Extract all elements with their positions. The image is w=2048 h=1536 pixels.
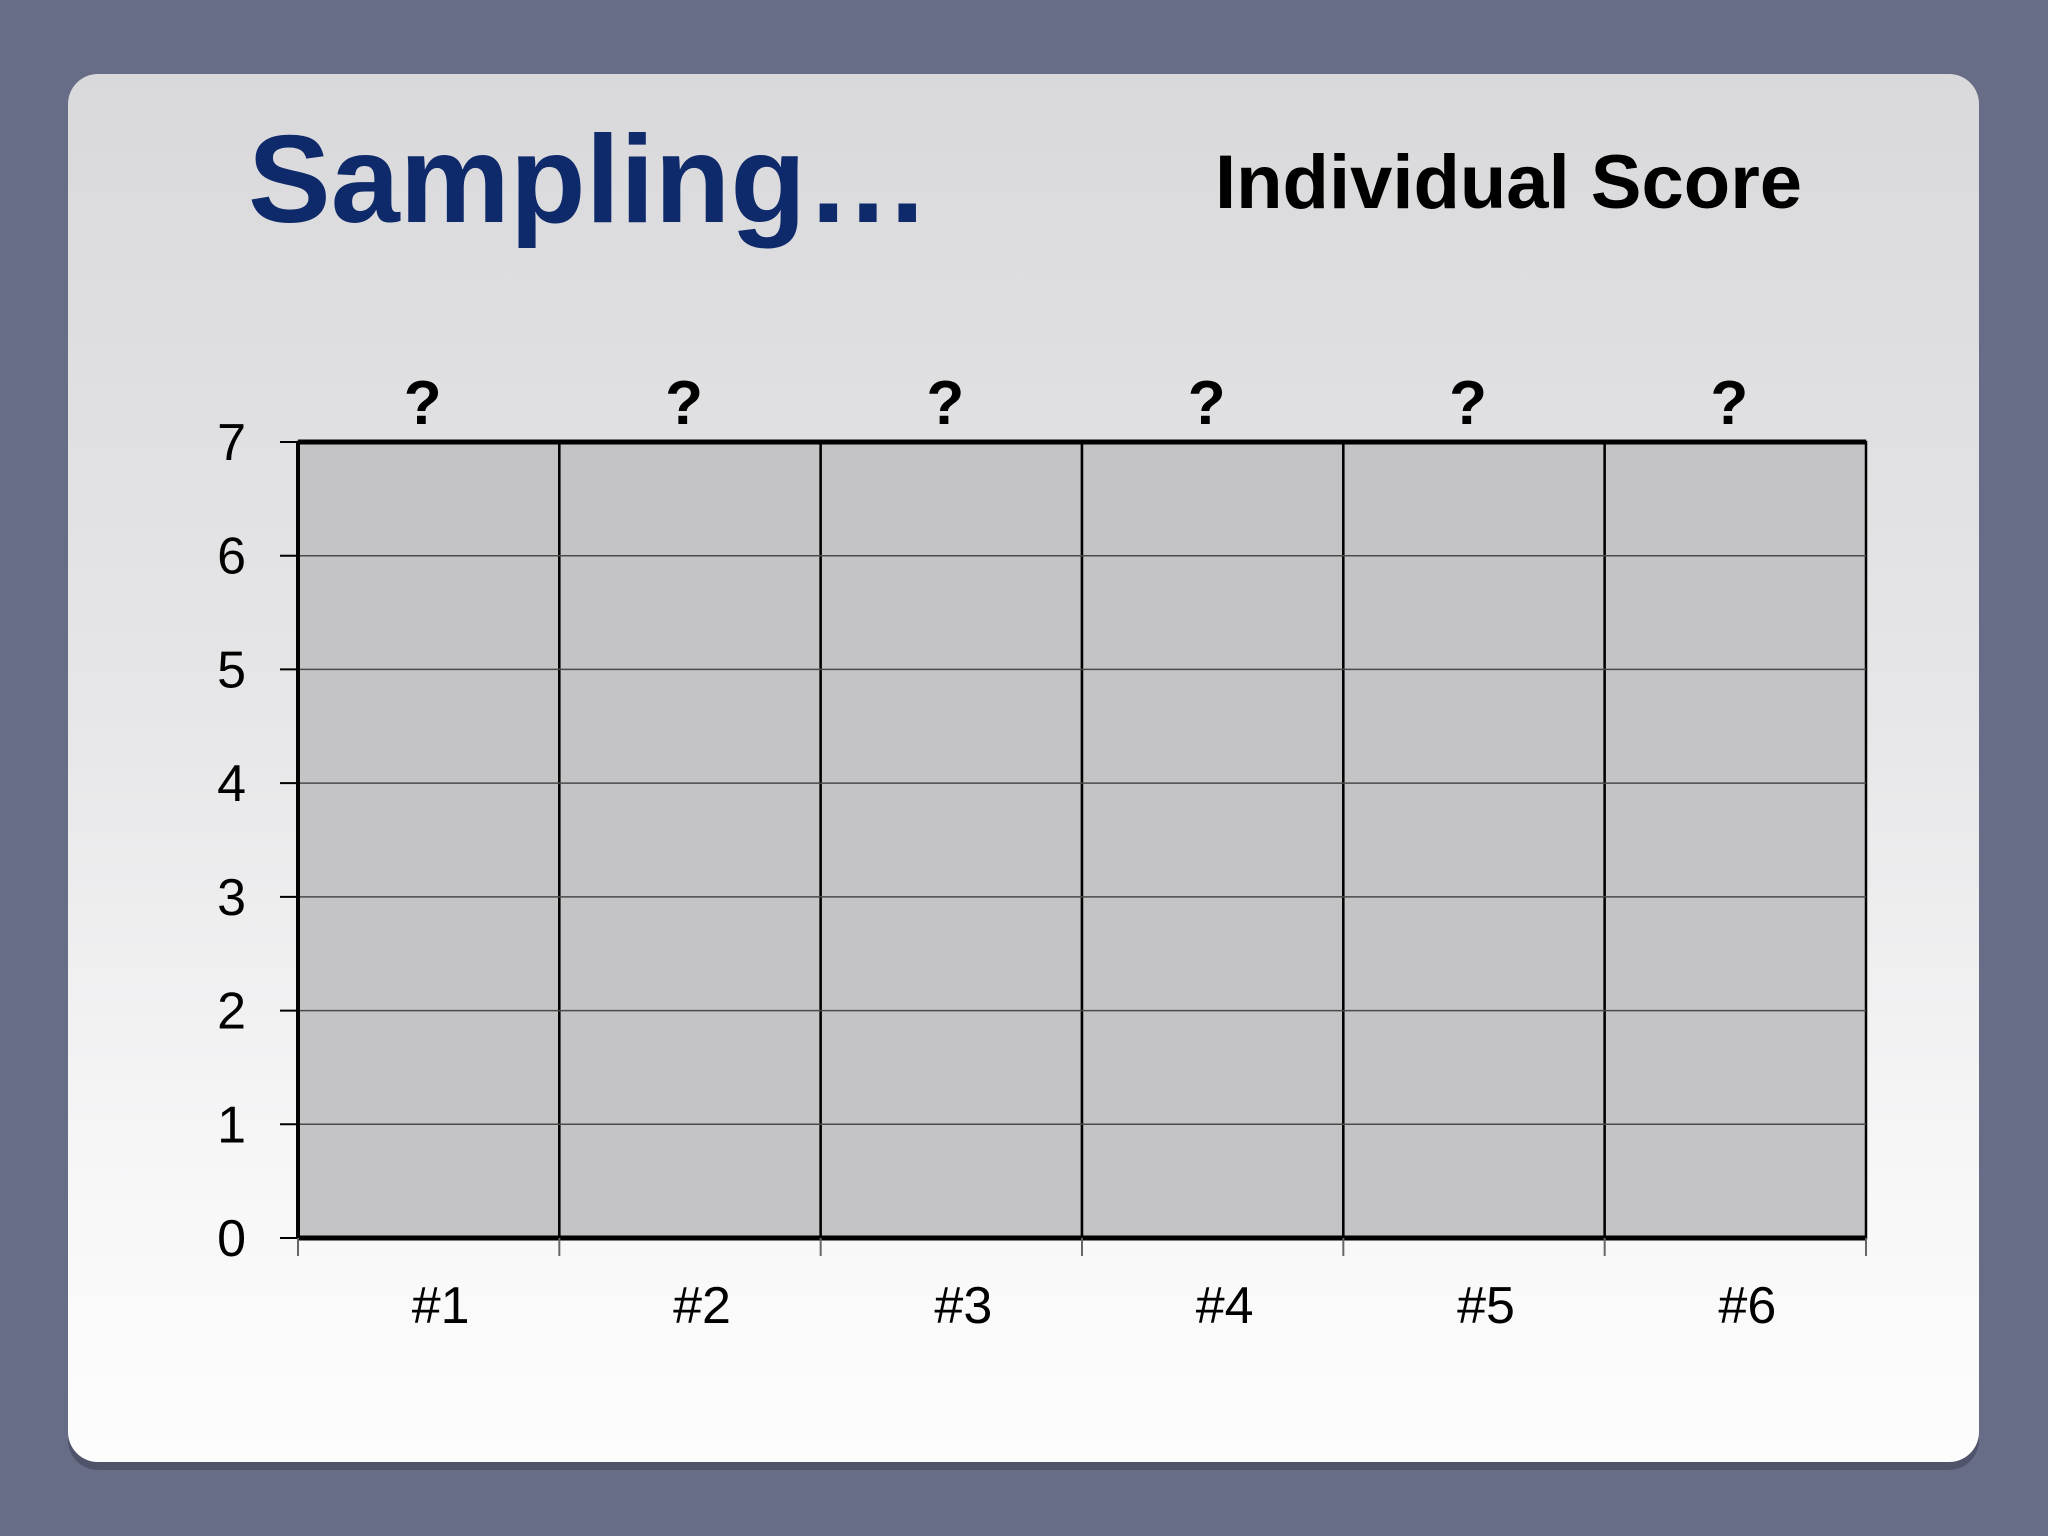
- y-tick-label-2: 2: [217, 983, 246, 1041]
- bar-5: [1342, 440, 1606, 1240]
- data-label-2: ?: [665, 369, 703, 438]
- y-tick-label-6: 6: [217, 528, 246, 586]
- labels-layer: 0 1 2 3 4 5 6 7 #1 #2 #3 #4 #5 #6??????: [217, 369, 1776, 1335]
- bar-3: [819, 440, 1084, 1240]
- y-tick-label-1: 1: [217, 1096, 246, 1154]
- x-category-label-5: #5: [1457, 1277, 1515, 1335]
- x-category-label-6: #6: [1718, 1277, 1776, 1335]
- x-category-label-4: #4: [1196, 1277, 1254, 1335]
- y-tick-label-0: 0: [217, 1210, 246, 1268]
- bar-1: [296, 440, 561, 1240]
- x-category-label-2: #2: [673, 1277, 731, 1335]
- y-tick-label-3: 3: [217, 869, 246, 927]
- data-label-4: ?: [1188, 369, 1226, 438]
- bar-4: [1080, 440, 1345, 1240]
- slide-title: Sampling…: [248, 111, 931, 249]
- x-category-label-1: #1: [412, 1277, 470, 1335]
- bar-2: [558, 440, 822, 1240]
- data-label-5: ?: [1449, 369, 1487, 438]
- data-label-1: ?: [404, 369, 442, 438]
- grid-layer: [298, 554, 1866, 1126]
- data-label-6: ?: [1710, 369, 1748, 438]
- y-tick-label-5: 5: [217, 641, 246, 699]
- data-label-3: ?: [926, 369, 964, 438]
- x-category-label-3: #3: [934, 1277, 992, 1335]
- bar-6: [1603, 440, 1868, 1240]
- bars-layer: [296, 440, 1868, 1240]
- y-tick-label-7: 7: [217, 414, 246, 472]
- y-tick-label-4: 4: [217, 755, 246, 813]
- axes-layer: [280, 439, 1867, 1256]
- chart-subtitle: Individual Score: [1215, 140, 1803, 225]
